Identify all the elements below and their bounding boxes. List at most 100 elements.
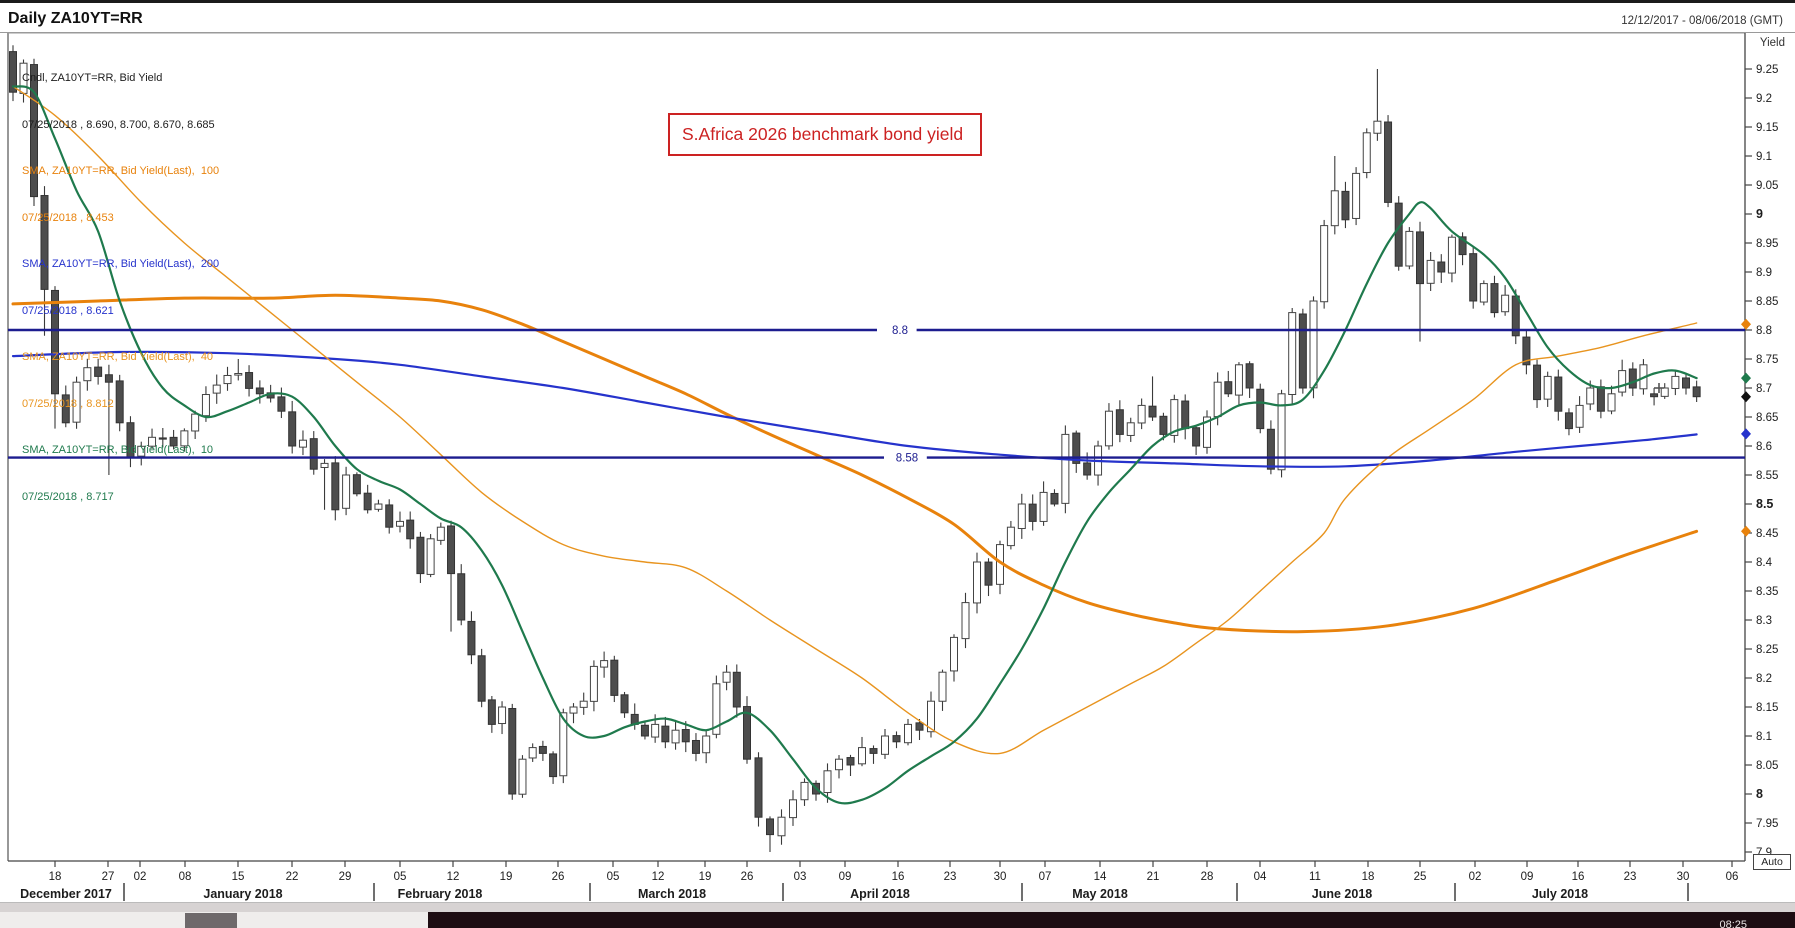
sma-100-line xyxy=(11,293,1699,634)
svg-text:8.4: 8.4 xyxy=(1756,557,1773,569)
svg-text:9.05: 9.05 xyxy=(1756,180,1778,192)
y-axis-title: Yield xyxy=(1759,37,1785,49)
price-chart[interactable]: 7.97.9588.058.18.158.28.258.38.358.48.45… xyxy=(0,3,1795,928)
legend-sma40-series: SMA, ZA10YT=RR, Bid Yield(Last), 40 xyxy=(22,351,214,363)
svg-text:8: 8 xyxy=(1756,787,1763,801)
date-range-label: 12/12/2017 - 08/06/2018 (GMT) xyxy=(1621,15,1783,27)
svg-text:8.05: 8.05 xyxy=(1756,760,1778,772)
svg-text:January 2018: January 2018 xyxy=(203,887,282,901)
svg-text:9.2: 9.2 xyxy=(1756,93,1772,105)
auto-scale-button[interactable]: Auto xyxy=(1753,854,1791,870)
svg-text:8.75: 8.75 xyxy=(1756,354,1778,366)
svg-text:8.9: 8.9 xyxy=(1756,267,1772,279)
svg-text:05: 05 xyxy=(394,871,407,883)
legend-sma10-value: 07/25/2018 , 8.717 xyxy=(22,490,114,503)
svg-text:8.15: 8.15 xyxy=(1756,702,1778,714)
y-axis: 7.97.9588.058.18.158.28.258.38.358.48.45… xyxy=(1745,64,1778,859)
svg-text:8.1: 8.1 xyxy=(1756,731,1772,743)
svg-text:29: 29 xyxy=(339,871,352,883)
svg-text:16: 16 xyxy=(1572,871,1585,883)
svg-text:8.95: 8.95 xyxy=(1756,238,1778,250)
x-axis: 18 27 02 08 15 22 29 05 12 19 26 05 12 19 26 03 09 16 23 30… xyxy=(20,861,1738,901)
legend-candle-values: 07/25/2018 , 8.690, 8.700, 8.670, 8.685 xyxy=(22,118,215,131)
svg-text:8.2: 8.2 xyxy=(1756,673,1772,685)
svg-text:9.15: 9.15 xyxy=(1756,122,1778,134)
taskbar-clock: 08:25 xyxy=(1719,919,1747,928)
legend-candle-series: Cndl, ZA10YT=RR, Bid Yield xyxy=(22,72,163,84)
svg-text:09: 09 xyxy=(1521,871,1534,883)
svg-text:14: 14 xyxy=(1094,871,1107,883)
cursor-cross xyxy=(1654,383,1664,393)
svg-text:March 2018: March 2018 xyxy=(638,887,706,901)
taskbar: 08:25 xyxy=(0,912,1795,928)
annotation-box[interactable]: S.Africa 2026 benchmark bond yield xyxy=(668,113,982,156)
svg-text:12: 12 xyxy=(447,871,460,883)
legend-sma100-value: 07/25/2018 , 8.453 xyxy=(22,211,114,224)
svg-text:7.95: 7.95 xyxy=(1756,818,1778,830)
svg-text:21: 21 xyxy=(1147,871,1160,883)
svg-text:8.5: 8.5 xyxy=(1756,497,1773,511)
svg-text:09: 09 xyxy=(839,871,852,883)
svg-text:8.7: 8.7 xyxy=(1756,383,1772,395)
svg-text:16: 16 xyxy=(892,871,905,883)
svg-text:04: 04 xyxy=(1254,871,1267,883)
sma-40-line xyxy=(12,85,1698,755)
svg-text:22: 22 xyxy=(286,871,299,883)
sma-10-line xyxy=(11,85,1698,805)
svg-text:9.1: 9.1 xyxy=(1756,151,1772,163)
legend-sma100-series: SMA, ZA10YT=RR, Bid Yield(Last), 100 xyxy=(22,165,220,177)
svg-text:02: 02 xyxy=(134,871,147,883)
svg-text:8.8: 8.8 xyxy=(892,325,908,337)
svg-text:8.3: 8.3 xyxy=(1756,615,1772,627)
svg-text:05: 05 xyxy=(607,871,620,883)
svg-text:May 2018: May 2018 xyxy=(1072,887,1128,901)
legend-sma200-series: SMA, ZA10YT=RR, Bid Yield(Last), 200 xyxy=(22,258,220,270)
horizontal-level-8.8[interactable]: 8.8 xyxy=(8,325,1745,337)
chart-legend: Cndl, ZA10YT=RR, Bid Yield 07/25/2018 , … xyxy=(22,40,219,536)
svg-text:9.25: 9.25 xyxy=(1756,64,1778,76)
svg-text:8.58: 8.58 xyxy=(896,453,918,465)
svg-text:12: 12 xyxy=(652,871,665,883)
svg-text:03: 03 xyxy=(794,871,807,883)
svg-text:26: 26 xyxy=(741,871,754,883)
horizontal-level-8.58[interactable]: 8.58 xyxy=(8,453,1745,465)
svg-text:8.55: 8.55 xyxy=(1756,470,1778,482)
axis-price-markers xyxy=(1741,318,1751,537)
svg-text:April 2018: April 2018 xyxy=(850,887,910,901)
svg-text:8.25: 8.25 xyxy=(1756,644,1778,656)
svg-text:June 2018: June 2018 xyxy=(1312,887,1373,901)
taskbar-item[interactable] xyxy=(185,913,237,928)
svg-text:9: 9 xyxy=(1756,207,1763,221)
svg-text:8.6: 8.6 xyxy=(1756,441,1772,453)
svg-text:8.45: 8.45 xyxy=(1756,528,1778,540)
taskbar-dark-segment: 08:25 xyxy=(428,912,1795,928)
svg-text:07: 07 xyxy=(1039,871,1052,883)
svg-text:11: 11 xyxy=(1309,871,1321,883)
window-bottom-strip xyxy=(0,902,1795,913)
candlesticks[interactable] xyxy=(9,45,1701,852)
svg-text:28: 28 xyxy=(1201,871,1214,883)
svg-text:8.8: 8.8 xyxy=(1756,325,1772,337)
svg-text:08: 08 xyxy=(179,871,192,883)
svg-text:25: 25 xyxy=(1414,871,1427,883)
svg-text:23: 23 xyxy=(944,871,957,883)
svg-text:8.35: 8.35 xyxy=(1756,586,1778,598)
svg-text:27: 27 xyxy=(102,871,115,883)
svg-text:30: 30 xyxy=(994,871,1007,883)
svg-text:06: 06 xyxy=(1726,871,1739,883)
svg-text:19: 19 xyxy=(699,871,712,883)
svg-text:July 2018: July 2018 xyxy=(1532,887,1588,901)
svg-text:02: 02 xyxy=(1469,871,1482,883)
plot-frame xyxy=(7,32,1746,862)
page-title: Daily ZA10YT=RR xyxy=(8,10,143,27)
svg-text:23: 23 xyxy=(1624,871,1637,883)
svg-text:19: 19 xyxy=(500,871,513,883)
svg-text:30: 30 xyxy=(1677,871,1690,883)
svg-text:8.65: 8.65 xyxy=(1756,412,1778,424)
svg-text:18: 18 xyxy=(1362,871,1375,883)
svg-text:26: 26 xyxy=(552,871,565,883)
legend-sma10-series: SMA, ZA10YT=RR, Bid Yield(Last), 10 xyxy=(22,444,214,456)
svg-text:8.85: 8.85 xyxy=(1756,296,1778,308)
legend-sma200-value: 07/25/2018 , 8.621 xyxy=(22,304,114,317)
